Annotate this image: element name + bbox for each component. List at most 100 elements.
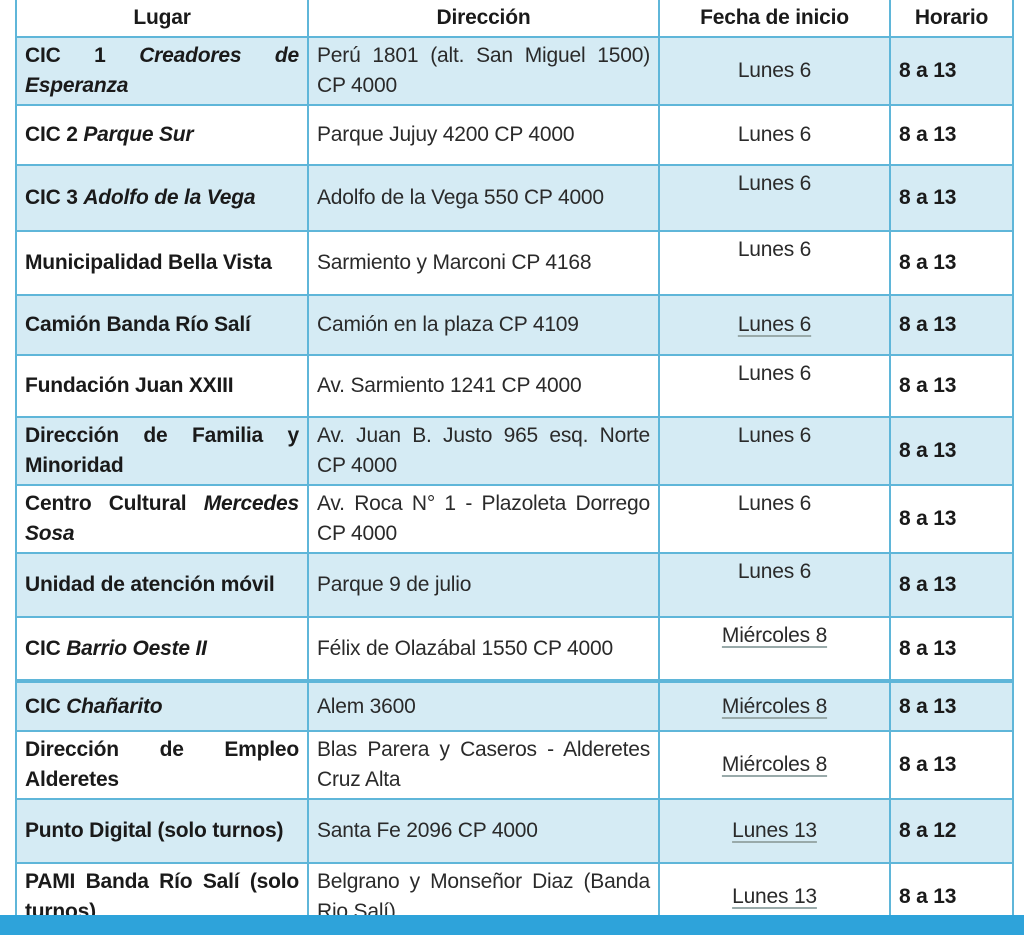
cell-horario: 8 a 13 [889, 294, 1014, 356]
cell-direccion: Blas Parera y Caseros - Alderetes Cruz A… [307, 730, 660, 800]
cell-direccion: Av. Juan B. Justo 965 esq. Norte CP 4000 [307, 416, 660, 486]
fecha-text: Lunes 13 [732, 819, 817, 842]
cell-lugar: CIC 1 Creadores de Esperanza [15, 36, 309, 106]
cell-fecha: Miércoles 8 [658, 730, 891, 800]
cell-fecha: Lunes 6 [658, 552, 891, 618]
cell-lugar: CIC Chañarito [15, 679, 309, 732]
cell-fecha: Lunes 6 [658, 104, 891, 166]
cell-horario: 8 a 12 [889, 798, 1014, 864]
cell-horario: 8 a 13 [889, 36, 1014, 106]
fecha-text: Lunes 6 [737, 492, 812, 515]
cell-direccion: Parque Jujuy 4200 CP 4000 [307, 104, 660, 166]
cell-fecha: Miércoles 8 [658, 679, 891, 732]
lugar-text: CIC 1 [25, 44, 140, 67]
table-row: CIC Barrio Oeste II Félix de Olazábal 155… [15, 616, 1014, 682]
cell-direccion: Alem 3600 [307, 679, 660, 732]
lugar-italic-text: Adolfo de la Vega [83, 186, 256, 209]
fecha-text: Lunes 6 [737, 560, 812, 583]
cell-direccion: Perú 1801 (alt. San Miguel 1500) CP 4000 [307, 36, 660, 106]
cell-lugar: Dirección de Empleo Alderetes [15, 730, 309, 800]
cell-lugar: Centro Cultural Mercedes Sosa [15, 484, 309, 554]
cell-fecha: Lunes 6 [658, 294, 891, 356]
cell-fecha: Lunes 6 [658, 164, 891, 232]
cell-fecha: Lunes 6 [658, 484, 891, 554]
cell-direccion: Camión en la plaza CP 4109 [307, 294, 660, 356]
lugar-text: Camión Banda Río Salí [25, 313, 251, 336]
lugar-text: Fundación Juan XXIII [25, 374, 234, 397]
cell-horario: 8 a 13 [889, 104, 1014, 166]
cell-horario: 8 a 13 [889, 730, 1014, 800]
cell-direccion: Adolfo de la Vega 550 CP 4000 [307, 164, 660, 232]
cell-fecha: Lunes 6 [658, 230, 891, 296]
fecha-text: Lunes 6 [737, 59, 812, 82]
cell-direccion: Santa Fe 2096 CP 4000 [307, 798, 660, 864]
fecha-text: Lunes 6 [737, 362, 812, 385]
cell-horario: 8 a 13 [889, 679, 1014, 732]
cell-horario: 8 a 13 [889, 552, 1014, 618]
schedule-table: Lugar Dirección Fecha de inicio Horario … [15, 0, 1014, 932]
cell-lugar: Fundación Juan XXIII [15, 354, 309, 418]
cell-lugar: CIC Barrio Oeste II [15, 616, 309, 682]
lugar-italic-text: Creadores de Esperanza [25, 44, 299, 97]
fecha-text: Lunes 6 [737, 238, 812, 261]
footer-bar [0, 915, 1024, 935]
lugar-italic-text: Parque Sur [83, 123, 194, 146]
fecha-text: Lunes 6 [737, 123, 812, 146]
table-row: CIC 1 Creadores de Esperanza Perú 1801 (a… [15, 36, 1014, 106]
cell-lugar: Municipalidad Bella Vista [15, 230, 309, 296]
lugar-text: CIC [25, 636, 67, 660]
cell-lugar: Dirección de Familia y Minoridad [15, 416, 309, 486]
table-row: Unidad de atención móvil Parque 9 de juli… [15, 552, 1014, 618]
lugar-text: Centro Cultural [25, 492, 204, 515]
table-row: CIC 2 Parque Sur Parque Jujuy 4200 CP 400… [15, 104, 1014, 166]
lugar-text: Municipalidad Bella Vista [25, 251, 272, 274]
fecha-text: Lunes 13 [732, 885, 817, 908]
table-row: Camión Banda Río Salí Camión en la plaza … [15, 294, 1014, 356]
fecha-text: Lunes 6 [737, 172, 812, 195]
cell-lugar: Unidad de atención móvil [15, 552, 309, 618]
cell-horario: 8 a 13 [889, 416, 1014, 486]
header-horario: Horario [889, 0, 1014, 38]
lugar-text: CIC [25, 694, 67, 718]
cell-lugar: Camión Banda Río Salí [15, 294, 309, 356]
cell-horario: 8 a 13 [889, 616, 1014, 682]
header-fecha: Fecha de inicio [658, 0, 891, 38]
cell-fecha: Lunes 6 [658, 416, 891, 486]
cell-direccion: Av. Roca N° 1 - Plazoleta Dorrego CP 400… [307, 484, 660, 554]
lugar-italic-text: Chañarito [66, 694, 163, 718]
cell-horario: 8 a 13 [889, 354, 1014, 418]
cell-direccion: Félix de Olazábal 1550 CP 4000 [307, 616, 660, 682]
lugar-text: Unidad de atención móvil [25, 573, 275, 596]
lugar-text: Punto Digital (solo turnos) [25, 819, 284, 842]
cell-direccion: Sarmiento y Marconi CP 4168 [307, 230, 660, 296]
fecha-text: Miércoles 8 [721, 753, 828, 776]
cell-horario: 8 a 13 [889, 164, 1014, 232]
header-lugar: Lugar [15, 0, 309, 38]
header-direccion: Dirección [307, 0, 660, 38]
table-header-row: Lugar Dirección Fecha de inicio Horario [15, 0, 1014, 38]
lugar-text: Dirección de Empleo Alderetes [25, 738, 299, 791]
cell-lugar: CIC 2 Parque Sur [15, 104, 309, 166]
cell-fecha: Lunes 6 [658, 36, 891, 106]
cell-direccion: Av. Sarmiento 1241 CP 4000 [307, 354, 660, 418]
cell-fecha: Lunes 13 [658, 798, 891, 864]
cell-horario: 8 a 13 [889, 484, 1014, 554]
fecha-text: Lunes 6 [737, 424, 812, 447]
fecha-text: Lunes 6 [737, 313, 812, 336]
table-row: Centro Cultural Mercedes Sosa Av. Roca N°… [15, 484, 1014, 554]
table-row: CIC 3 Adolfo de la Vega Adolfo de la Vega… [15, 164, 1014, 232]
table-row: Fundación Juan XXIII Av. Sarmiento 1241 C… [15, 354, 1014, 418]
lugar-italic-text: Barrio Oeste II [66, 636, 207, 660]
lugar-text: Dirección de Familia y Minoridad [25, 424, 299, 477]
lugar-text: CIC 2 [25, 123, 84, 146]
cell-horario: 8 a 13 [889, 230, 1014, 296]
cell-lugar: CIC 3 Adolfo de la Vega [15, 164, 309, 232]
cell-fecha: Miércoles 8 [658, 616, 891, 682]
table-row: Punto Digital (solo turnos) Santa Fe 2096… [15, 798, 1014, 864]
lugar-text: CIC 3 [25, 186, 84, 209]
table-row: Dirección de Empleo Alderetes Blas Parera… [15, 730, 1014, 800]
lugar-italic-text: Mercedes Sosa [25, 492, 299, 545]
cell-direccion: Parque 9 de julio [307, 552, 660, 618]
fecha-text: Miércoles 8 [721, 694, 828, 718]
